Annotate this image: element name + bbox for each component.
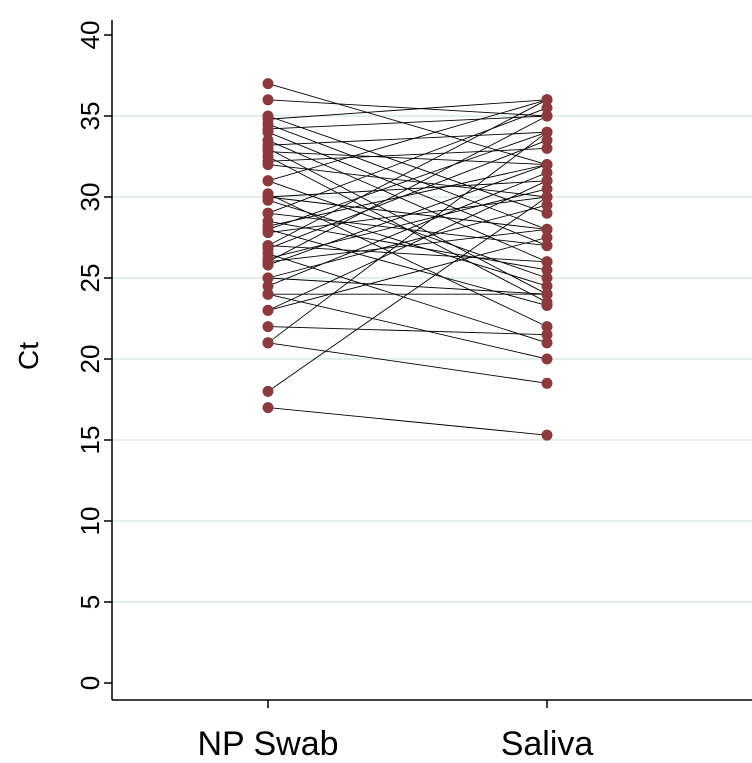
point-np-swab-13: [262, 159, 274, 171]
y-tick-label-10: 10: [75, 507, 105, 536]
y-tick-label-0: 0: [75, 676, 105, 690]
point-saliva-35: [541, 199, 553, 211]
pair-line-9: [267, 148, 548, 295]
point-np-swab-0: [262, 78, 274, 90]
pair-line-7: [267, 139, 548, 263]
point-np-swab-44: [262, 337, 274, 349]
axes: [111, 20, 752, 701]
point-np-swab-37: [262, 280, 274, 292]
point-saliva-44: [541, 126, 553, 138]
pair-line-35: [267, 204, 548, 279]
point-saliva-39: [541, 353, 553, 365]
pair-line-18: [267, 196, 548, 230]
point-saliva-22: [541, 264, 553, 276]
pair-line-2: [267, 115, 548, 214]
y-tick-label-30: 30: [75, 183, 105, 212]
pair-line-34: [267, 164, 548, 266]
pair-line-42: [267, 326, 548, 336]
point-saliva-45: [541, 191, 553, 203]
pair-line-32: [267, 115, 548, 263]
y-axis-title: Ct: [13, 342, 44, 370]
pair-line-30: [267, 253, 548, 344]
point-saliva-12: [541, 142, 553, 154]
pair-line-4: [267, 123, 548, 230]
point-saliva-42: [541, 329, 553, 341]
point-np-swab-21: [262, 207, 274, 219]
point-np-swab-15: [262, 175, 274, 187]
pair-line-45: [267, 196, 548, 392]
point-saliva-32: [541, 110, 553, 122]
point-saliva-14: [541, 272, 553, 284]
point-saliva-31: [541, 183, 553, 195]
point-np-swab-42: [262, 321, 274, 333]
pair-lines: [267, 83, 548, 436]
point-saliva-16: [541, 321, 553, 333]
point-saliva-2: [541, 207, 553, 219]
y-tick-label-5: 5: [75, 595, 105, 609]
y-tick-label-25: 25: [75, 264, 105, 293]
point-np-swab-34: [262, 259, 274, 271]
pair-line-0: [267, 83, 548, 166]
pair-line-36: [267, 277, 548, 295]
pair-line-12: [267, 147, 548, 162]
point-saliva-25: [541, 300, 553, 312]
point-saliva-19: [541, 280, 553, 292]
point-saliva-43: [541, 377, 553, 389]
pair-line-5: [267, 115, 548, 130]
point-saliva-28: [541, 256, 553, 268]
pair-line-25: [267, 228, 548, 306]
point-saliva-34: [541, 159, 553, 171]
point-np-swab-39: [262, 288, 274, 300]
point-np-swab-26: [262, 227, 274, 239]
y-ticks: 0 5 10 15 20 25 30 35 40: [75, 21, 112, 690]
point-saliva-27: [541, 94, 553, 106]
pair-line-39: [267, 293, 548, 360]
pair-line-46: [267, 407, 548, 436]
pair-line-24: [267, 131, 548, 230]
pair-line-44: [267, 131, 548, 344]
point-saliva-30: [541, 337, 553, 349]
point-np-swab-1: [262, 94, 274, 106]
grid-lines: [112, 115, 752, 603]
x-tick-label-0: NP Swab: [197, 725, 338, 763]
point-saliva-40: [541, 232, 553, 243]
pair-line-37: [267, 172, 548, 287]
y-tick-label-35: 35: [75, 102, 105, 131]
point-saliva-20: [541, 102, 553, 114]
point-np-swab-41: [262, 304, 274, 316]
y-tick-label-15: 15: [75, 426, 105, 455]
point-saliva-38: [541, 288, 553, 300]
pair-line-29: [267, 139, 548, 250]
pair-line-10: [267, 151, 548, 166]
y-tick-label-40: 40: [75, 21, 105, 50]
point-saliva-46: [541, 429, 553, 441]
point-np-swab-6: [262, 126, 274, 138]
pair-line-27: [267, 99, 548, 246]
point-saliva-29: [541, 134, 553, 146]
pair-line-15: [267, 99, 548, 182]
point-saliva-21: [541, 240, 553, 252]
point-np-swab-46: [262, 402, 274, 414]
pair-line-43: [267, 342, 548, 384]
data-points: [262, 78, 553, 441]
point-saliva-33: [541, 223, 553, 235]
pair-line-20: [267, 107, 548, 214]
pair-line-19: [267, 199, 548, 287]
x-tick-label-1: Saliva: [501, 725, 594, 763]
pair-line-23: [267, 164, 548, 227]
pair-line-31: [267, 188, 548, 259]
y-tick-label-20: 20: [75, 345, 105, 374]
point-np-swab-36: [262, 272, 274, 284]
pair-line-40: [267, 237, 548, 311]
pair-line-1: [267, 99, 548, 117]
point-saliva-37: [541, 167, 553, 179]
point-np-swab-19: [262, 194, 274, 206]
pair-line-8: [267, 131, 548, 146]
x-ticks: NP Swab Saliva: [197, 700, 593, 763]
pair-line-3: [267, 99, 548, 120]
point-saliva-41: [541, 175, 553, 187]
point-np-swab-45: [262, 385, 274, 397]
pair-line-41: [267, 180, 548, 311]
